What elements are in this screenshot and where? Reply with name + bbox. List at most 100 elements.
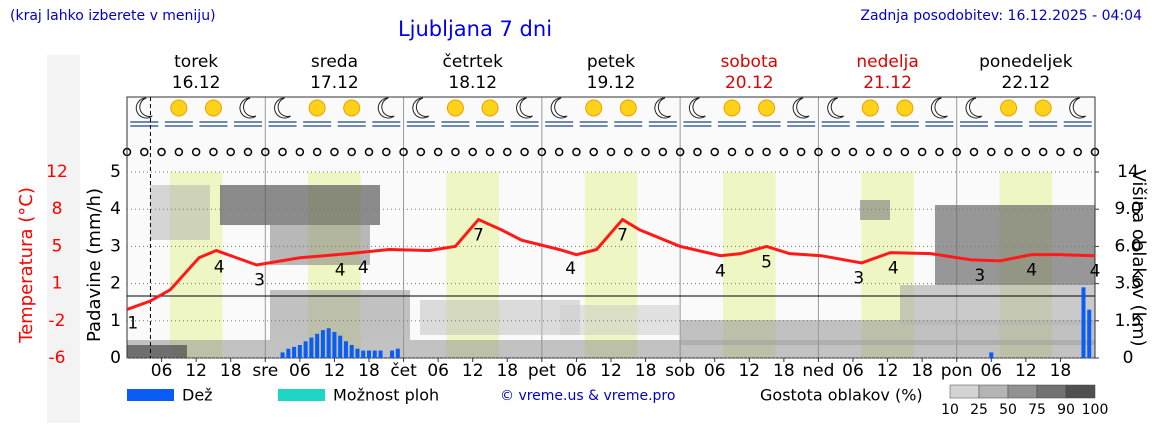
rain-bar: [989, 352, 994, 358]
y2-tick-label: 14: [1117, 162, 1139, 182]
wind-calm: [174, 147, 184, 157]
wind-calm: [503, 147, 512, 157]
wind-calm: [1004, 147, 1013, 157]
day-date: 22.12: [1002, 73, 1051, 93]
y2-axis-label: Višina oblakov (km): [1128, 169, 1149, 346]
x-tick-label: 12: [185, 361, 207, 381]
day-name: torek: [174, 52, 218, 72]
temp-tick-label: 8: [52, 199, 63, 219]
x-tick-label: 18: [911, 361, 933, 381]
temp-label: 4: [1090, 262, 1101, 282]
wind-calm: [1073, 147, 1082, 157]
temp-label: 4: [1026, 261, 1037, 281]
wind-calm: [866, 147, 875, 157]
x-tick-label: 12: [462, 361, 484, 381]
cloud-patch: [860, 200, 890, 220]
wind-calm: [416, 147, 426, 157]
temp-label: 4: [565, 259, 576, 279]
x-tick-label: 12: [738, 361, 760, 381]
rain-bar: [361, 350, 366, 358]
cloud-legend-level: 75: [1028, 402, 1046, 418]
day-name: petek: [587, 52, 635, 72]
wind-calm: [848, 147, 858, 157]
wind-calm: [745, 147, 754, 157]
rain-bar: [395, 348, 400, 358]
y-tick-label: 3: [110, 236, 121, 256]
cloud-legend-title: Gostota oblakov (%): [760, 386, 923, 405]
rain-bar: [320, 330, 325, 358]
temp-label: 4: [888, 259, 899, 279]
header-updated: Zadnja posodobitev: 16.12.2025 - 04:04: [860, 8, 1142, 24]
wind-calm: [1056, 147, 1065, 157]
cloud-legend-swatch: [1065, 384, 1096, 399]
wind-calm: [641, 147, 650, 157]
wind-calm: [520, 147, 529, 157]
moon-icon: [930, 97, 948, 119]
x-tick-label: 12: [600, 361, 622, 381]
x-tick-label: pon: [941, 361, 973, 381]
temp-label: 7: [473, 226, 484, 246]
day-date: 17.12: [310, 73, 359, 93]
temp-tick-label: 1: [52, 274, 63, 294]
rain-bar: [343, 341, 348, 358]
moon-icon: [550, 97, 568, 119]
x-tick-label: 06: [427, 361, 449, 381]
x-tick-label: 18: [1050, 361, 1072, 381]
rain-bar: [303, 341, 308, 358]
rain-bar: [390, 350, 395, 358]
rain-bar: [378, 350, 383, 358]
y-tick-label: 4: [110, 199, 121, 219]
moon-icon: [412, 97, 430, 119]
y2-tick-label: 0: [1123, 348, 1134, 368]
y2-tick-label: 9.0: [1114, 199, 1141, 219]
temp-tick-label: -2: [49, 311, 66, 331]
wind-calm: [347, 147, 356, 157]
day-date: 16.12: [172, 73, 221, 93]
rain-bar: [280, 352, 285, 358]
header-title: Ljubljana 7 dni: [398, 17, 552, 41]
wind-calm: [209, 147, 218, 157]
wind-calm: [693, 147, 702, 157]
rain-bar: [367, 350, 371, 358]
y-tick-label: 2: [110, 274, 121, 294]
sun-icon: [343, 99, 361, 117]
wind-calm: [364, 147, 374, 157]
wind-calm: [191, 147, 201, 157]
y-tick-label: 0: [110, 348, 121, 368]
moon-icon: [377, 97, 395, 119]
wind-calm: [226, 147, 235, 157]
y2-tick-label: 1.5: [1114, 311, 1141, 331]
wind-calm: [883, 147, 892, 157]
sun-icon: [308, 99, 326, 117]
sun-icon: [619, 99, 637, 117]
day-date: 18.12: [448, 73, 497, 93]
wind-calm: [261, 147, 270, 157]
wind-calm: [952, 147, 961, 157]
wind-calm: [399, 147, 408, 157]
moon-icon: [274, 97, 291, 119]
rain-bar: [338, 335, 343, 358]
x-tick-label: 06: [842, 361, 864, 381]
rain-bar: [355, 348, 360, 358]
x-tick-label: čet: [390, 361, 417, 381]
day-name: sreda: [311, 52, 358, 72]
temp-label: 4: [335, 260, 346, 280]
cloud-patch: [900, 285, 1095, 325]
moon-icon: [827, 97, 845, 119]
cloud-legend-level: 10: [941, 402, 959, 418]
wind-calm: [572, 147, 581, 157]
wind-calm: [330, 147, 339, 157]
day-name: četrtek: [442, 52, 503, 72]
temp-tick-label: -6: [49, 348, 66, 368]
temp-label: 3: [853, 268, 864, 288]
cloud-legend-swatch: [1007, 384, 1038, 399]
sun-icon: [204, 99, 222, 117]
temp-axis-label: Temperatura (°C): [16, 187, 37, 344]
cloud-legend-swatch: [949, 384, 980, 399]
wind-calm: [295, 147, 305, 157]
moon-icon: [792, 97, 810, 119]
y2-tick-label: 6.0: [1114, 236, 1141, 256]
cloud-legend-level: 50: [999, 402, 1017, 418]
wind-calm: [312, 147, 322, 157]
